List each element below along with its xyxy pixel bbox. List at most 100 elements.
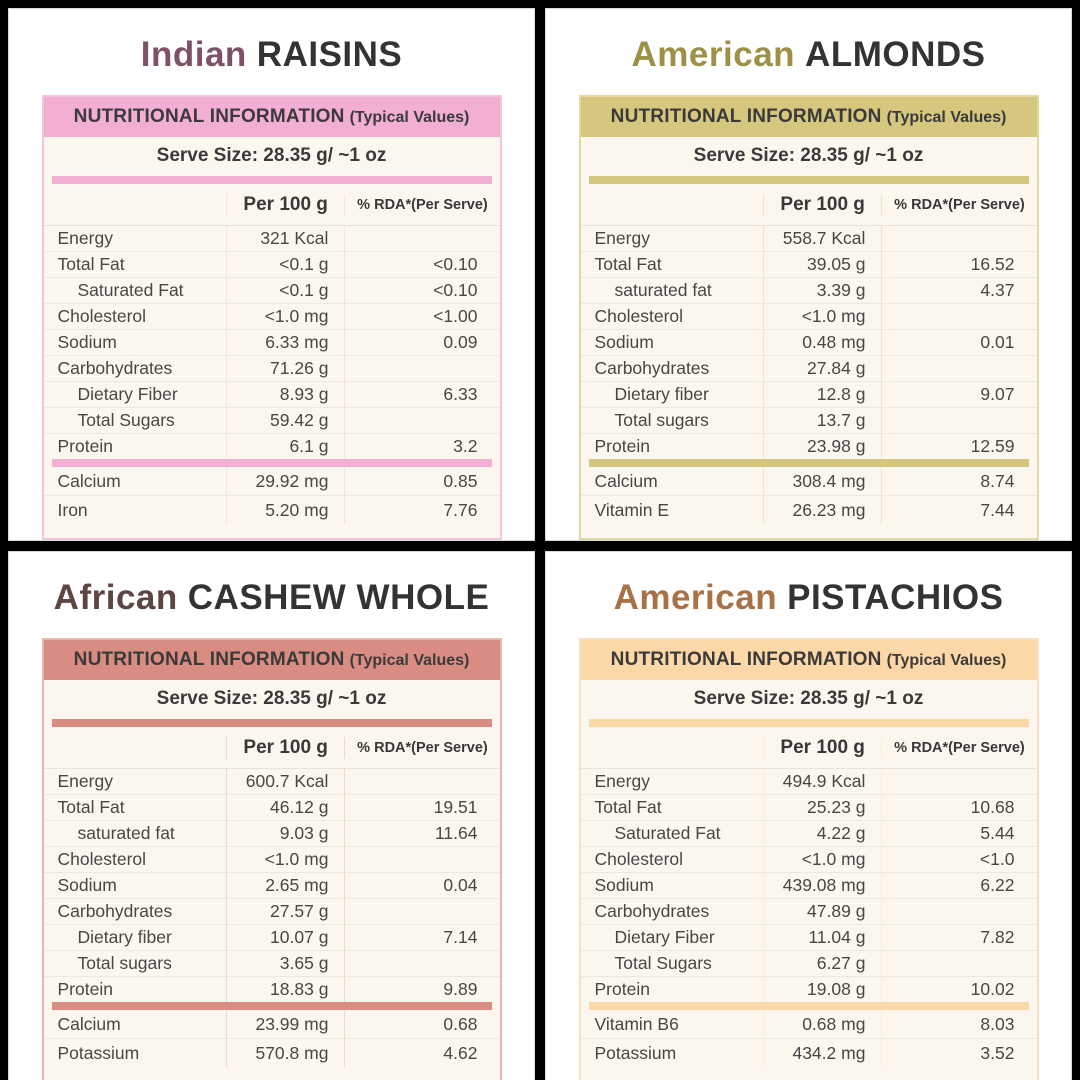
nutrient-rows: Energy 600.7 Kcal Total Fat 46.12 g 19.51 sat… <box>43 769 500 1002</box>
mineral-rows: Calcium 308.4 mg 8.74 Vitamin E 26.23 mg 7.44 <box>580 467 1037 524</box>
nutrient-row-rda-value <box>344 951 499 976</box>
serve-size: Serve Size: 28.35 g/ ~1 oz <box>693 145 924 166</box>
nutrient-row-rda-value: 0.09 <box>344 330 499 355</box>
mineral-row-label: Potassium <box>594 1043 677 1063</box>
nutrient-row-rda-value: 10.68 <box>881 795 1036 820</box>
nutrient-row: saturated fat 9.03 g 11.64 <box>43 821 500 847</box>
nutrient-row: Carbohydrates 27.57 g <box>43 899 500 925</box>
nutrient-row-per-100g-value: 10.07 g <box>225 925 345 950</box>
nutrient-row-rda-value <box>344 769 499 794</box>
card-title-product: PISTACHIOS <box>787 578 1004 617</box>
nutrient-row: Total Fat 25.23 g 10.68 <box>580 795 1037 821</box>
nutrient-row-label: Total Fat <box>594 797 662 817</box>
card-title: Indian RAISINS <box>141 33 403 77</box>
nutrient-row-label: Total Fat <box>57 797 125 817</box>
nutrient-row-per-100g-value: 13.7 g <box>762 408 882 433</box>
column-header-rda: % RDA*(Per Serve) <box>344 737 499 759</box>
nutrient-row-rda-value <box>344 899 499 924</box>
nutrient-row-rda-value: 0.04 <box>344 873 499 898</box>
mineral-row-per-100g-value: 570.8 mg <box>225 1039 345 1067</box>
nutrient-row: Energy 558.7 Kcal <box>580 226 1037 252</box>
nutrient-row-per-100g-value: 6.1 g <box>225 434 345 459</box>
nutrition-header-text: NUTRITIONAL INFORMATION <box>610 106 882 127</box>
nutrient-row-label: Carbohydrates <box>57 358 173 378</box>
nutrient-row-rda-value: 7.14 <box>344 925 499 950</box>
mineral-row-label: Calcium <box>57 471 121 491</box>
nutrient-row: Protein 18.83 g 9.89 <box>44 977 500 1002</box>
mineral-row-per-100g-value: 308.4 mg <box>762 467 882 495</box>
mineral-row-per-100g-value: 23.99 mg <box>225 1010 345 1038</box>
nutrient-row: Energy 600.7 Kcal <box>43 769 500 795</box>
card-title-origin: African <box>53 578 178 617</box>
card-title: American ALMONDS <box>632 33 986 77</box>
nutrient-row: Sodium 2.65 mg 0.04 <box>43 873 500 899</box>
card-title-origin: Indian <box>140 35 247 74</box>
nutrient-row: Energy 494.9 Kcal <box>580 769 1037 795</box>
nutrient-row-per-100g-value: 12.8 g <box>762 382 882 407</box>
nutrient-row-per-100g-value: <1.0 mg <box>762 304 882 329</box>
nutrient-row-rda-value <box>881 899 1036 924</box>
mineral-rows: Vitamin B6 0.68 mg 8.03 Potassium 434.2 mg 3.… <box>580 1010 1037 1067</box>
nutrition-header-band: NUTRITIONAL INFORMATION (Typical Values) <box>580 97 1037 137</box>
nutrient-row-rda-value: <1.00 <box>344 304 499 329</box>
mineral-row-label: Potassium <box>57 1043 140 1063</box>
nutrient-row-per-100g-value: 39.05 g <box>762 252 882 277</box>
nutrient-row-label: Energy <box>594 228 650 248</box>
nutrient-row-label: Dietary Fiber <box>77 384 178 404</box>
card-title-product: ALMONDS <box>805 35 986 74</box>
mineral-row-per-100g-value: 26.23 mg <box>762 496 882 524</box>
column-header-row: Per 100 g % RDA*(Per Serve) <box>43 727 500 769</box>
separator-bar-top <box>51 719 492 727</box>
nutrient-row-rda-value: 4.37 <box>881 278 1036 303</box>
nutrition-header-note: (Typical Values) <box>349 652 470 669</box>
card-indian-raisins: Indian RAISINS NUTRITIONAL INFORMATION (Ty… <box>8 8 535 541</box>
nutrient-row-label: Dietary Fiber <box>614 927 715 947</box>
nutrient-row-rda-value: 6.22 <box>881 873 1036 898</box>
nutrient-row: Total Fat 46.12 g 19.51 <box>43 795 500 821</box>
mineral-row-rda-value: 8.03 <box>881 1010 1036 1038</box>
nutrition-table: NUTRITIONAL INFORMATION (Typical Values) … <box>578 638 1039 1080</box>
separator-bar-bottom <box>51 1002 492 1010</box>
nutrient-row-per-100g-value: 27.84 g <box>762 356 882 381</box>
nutrient-row-label: Carbohydrates <box>594 901 710 921</box>
nutrient-row-rda-value: <0.10 <box>344 252 499 277</box>
nutrient-row-rda-value <box>881 226 1036 251</box>
nutrient-row-label: Sodium <box>57 875 117 895</box>
nutrient-row-per-100g-value: 4.22 g <box>762 821 882 846</box>
separator-bar-bottom <box>51 459 492 467</box>
serve-size: Serve Size: 28.35 g/ ~1 oz <box>156 145 387 166</box>
nutrient-row-rda-value: 10.02 <box>881 977 1036 1002</box>
nutrient-row: Carbohydrates 27.84 g <box>580 356 1037 382</box>
mineral-row-rda-value: 0.68 <box>344 1010 499 1038</box>
nutrient-row: Cholesterol <1.0 mg <box>43 847 500 873</box>
nutrient-row-label: Cholesterol <box>594 849 684 869</box>
mineral-row-label: Iron <box>57 500 88 520</box>
nutrient-row-label: Dietary fiber <box>614 384 709 404</box>
nutrient-row-label: Energy <box>57 228 113 248</box>
nutrient-row-per-100g-value: 439.08 mg <box>762 873 882 898</box>
mineral-rows: Calcium 23.99 mg 0.68 Potassium 570.8 mg 4.62 <box>43 1010 500 1067</box>
nutrient-row: saturated fat 3.39 g 4.37 <box>580 278 1037 304</box>
nutrient-row-label: Protein <box>594 979 650 999</box>
card-title-product: CASHEW WHOLE <box>187 578 490 617</box>
column-header-per-100g: Per 100 g <box>762 737 882 759</box>
nutrient-row: Dietary Fiber 8.93 g 6.33 <box>43 382 500 408</box>
nutrition-header-text: NUTRITIONAL INFORMATION <box>610 649 882 670</box>
nutrition-header-note: (Typical Values) <box>886 652 1007 669</box>
nutrient-row-rda-value <box>344 408 499 433</box>
nutrient-row-label: saturated fat <box>614 280 712 300</box>
column-header-row: Per 100 g % RDA*(Per Serve) <box>580 727 1037 769</box>
separator-bar-top <box>588 176 1029 184</box>
nutrient-row: Carbohydrates 71.26 g <box>43 356 500 382</box>
nutrient-row-rda-value: 12.59 <box>881 434 1036 459</box>
nutrient-row: Dietary fiber 12.8 g 9.07 <box>580 382 1037 408</box>
nutrient-row-rda-value: 19.51 <box>344 795 499 820</box>
nutrient-row: Protein 6.1 g 3.2 <box>44 434 500 459</box>
nutrient-row-per-100g-value: 321 Kcal <box>225 226 345 251</box>
nutrient-row-rda-value: 7.82 <box>881 925 1036 950</box>
nutrient-row-rda-value: 6.33 <box>344 382 499 407</box>
nutrient-row-label: Saturated Fat <box>614 823 721 843</box>
nutrient-row-label: Protein <box>57 979 113 999</box>
mineral-row: Calcium 23.99 mg 0.68 <box>43 1010 500 1039</box>
nutrient-row: Cholesterol <1.0 mg <box>580 304 1037 330</box>
